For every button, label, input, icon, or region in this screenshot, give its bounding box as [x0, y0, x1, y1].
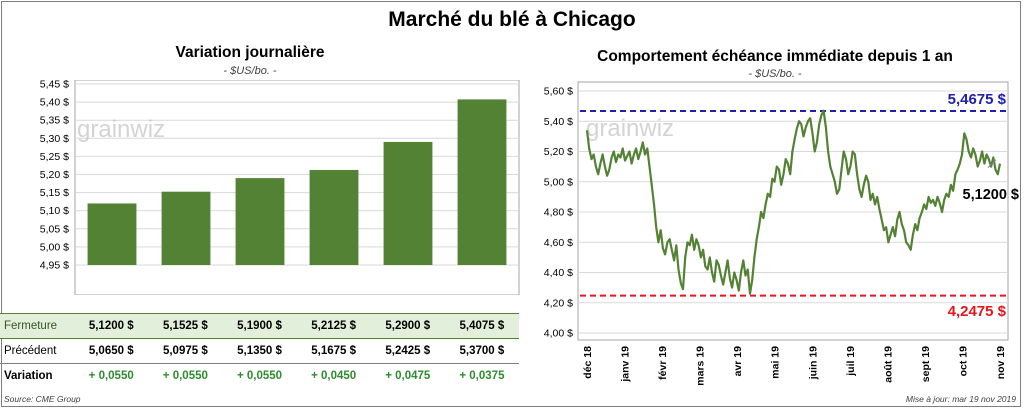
y-tick-label: 5,05 $ [40, 223, 69, 235]
table-cell: 5,2900 $ [385, 320, 431, 332]
y-tick-label: 5,60 $ [544, 86, 573, 98]
y-tick-label: 5,25 $ [40, 151, 69, 163]
table-cell: 5,3700 $ [459, 345, 505, 357]
low-annotation: 4,2475 $ [948, 303, 1007, 320]
bar [309, 169, 359, 265]
table-row-precedent: Précédent 5,0650 $ 5,0975 $ 5,1350 $ 5,1… [0, 339, 519, 364]
y-tick-label: 5,45 $ [40, 80, 69, 91]
x-tick-label: nov 19 [995, 346, 1007, 379]
main-title: Marché du blé à Chicago [388, 8, 636, 31]
last-value-leader [987, 159, 997, 168]
table-cell: + 0,0550 [236, 370, 283, 383]
update-note: Mise à jour: mar 19 nov 2019 [905, 394, 1016, 404]
bar [161, 191, 211, 265]
y-tick-label: 4,80 $ [544, 207, 573, 219]
x-tick-label: mai 19 [770, 346, 782, 379]
grainwiz-logo: grainwiz [77, 116, 165, 143]
last-value-annotation: 5,1200 $ [963, 187, 1019, 203]
row-label: Variation [4, 370, 53, 383]
table-cell: 5,2425 $ [385, 345, 431, 357]
x-tick-label: juin 19 [807, 346, 819, 380]
y-tick-label: 4,00 $ [544, 328, 573, 340]
y-tick-label: 5,30 $ [40, 133, 69, 145]
x-tick-label: sept 19 [920, 346, 932, 382]
price-series-line [585, 109, 1002, 295]
table-cell: 5,1675 $ [311, 345, 357, 357]
y-tick-label: 5,40 $ [40, 97, 69, 109]
bar [383, 141, 433, 265]
table-cell: 5,1525 $ [162, 320, 208, 332]
bar-chart: grainwiz 4,95 $ 5,00 $ 5,05 $ 5,10 $ 5,15 $ 5… [40, 80, 520, 295]
table-cell: 5,1900 $ [237, 320, 282, 332]
y-tick-label: 5,40 $ [544, 116, 573, 128]
x-tick-label: juil 19 [845, 346, 857, 377]
table-cell: + 0,0375 [459, 370, 505, 383]
y-tick-label: 4,95 $ [40, 260, 69, 272]
y-tick-label: 4,20 $ [544, 297, 573, 309]
table-cell: 5,2125 $ [311, 320, 357, 332]
right-chart-title: Comportement échéance immédiate depuis 1… [597, 48, 953, 65]
y-tick-label: 4,60 $ [544, 237, 573, 249]
bar [457, 99, 507, 265]
y-tick-label: 5,00 $ [544, 176, 573, 188]
x-tick-label: févr 19 [657, 346, 669, 380]
bar-plot-area [74, 80, 520, 295]
line-plot-area [577, 81, 1009, 341]
table-cell: + 0,0475 [385, 370, 431, 383]
y-tick-label: 5,20 $ [544, 146, 573, 158]
row-label: Fermeture [4, 320, 58, 332]
table-cell: 5,0975 $ [162, 345, 208, 357]
y-tick-label: 5,20 $ [40, 169, 69, 181]
table-cell: 5,0650 $ [88, 345, 134, 357]
x-tick-label: déc 18 [582, 346, 594, 379]
x-tick-label: mars 19 [695, 346, 707, 386]
table-cell: + 0,0550 [88, 370, 134, 383]
x-tick-label: janv 19 [620, 346, 632, 383]
x-tick-label: août 19 [882, 346, 894, 383]
table-cell: 5,1200 $ [88, 320, 134, 332]
table-cell: + 0,0450 [311, 370, 357, 383]
source-note: Source: CME Group [4, 394, 81, 404]
right-chart-unit: - $US/bo. - [748, 68, 802, 80]
bar [235, 178, 285, 265]
grainwiz-logo: grainwiz [586, 115, 674, 142]
y-tick-label: 4,40 $ [544, 267, 573, 279]
left-chart-unit: - $US/bo. - [223, 65, 277, 77]
y-tick-label: 5,15 $ [40, 187, 69, 199]
row-label: Précédent [4, 345, 57, 357]
left-chart-title: Variation journalière [175, 44, 325, 61]
line-chart: grainwiz 4,00 $ 4,20 $ 4,40 $ 4,60 $ 4,80 $ 5… [544, 81, 1019, 386]
table-cell: + 0,0550 [162, 370, 208, 383]
y-tick-label: 5,10 $ [40, 205, 69, 217]
x-tick-label: avr 19 [732, 346, 744, 377]
contracts-table: Fermeture 5,1200 $ 5,1525 $ 5,1900 $ 5,2… [0, 313, 519, 389]
bar [87, 203, 137, 265]
y-tick-label: 5,00 $ [40, 241, 69, 253]
high-annotation: 5,4675 $ [948, 91, 1007, 108]
y-tick-label: 5,35 $ [40, 115, 69, 127]
x-tick-label: oct 19 [958, 346, 970, 377]
table-row-variation: Variation + 0,0550 + 0,0550 + 0,0550 + 0… [0, 363, 519, 389]
table-row-fermeture: Fermeture 5,1200 $ 5,1525 $ 5,1900 $ 5,2… [0, 313, 519, 339]
table-cell: 5,1350 $ [237, 345, 282, 357]
table-cell: 5,4075 $ [459, 320, 505, 332]
